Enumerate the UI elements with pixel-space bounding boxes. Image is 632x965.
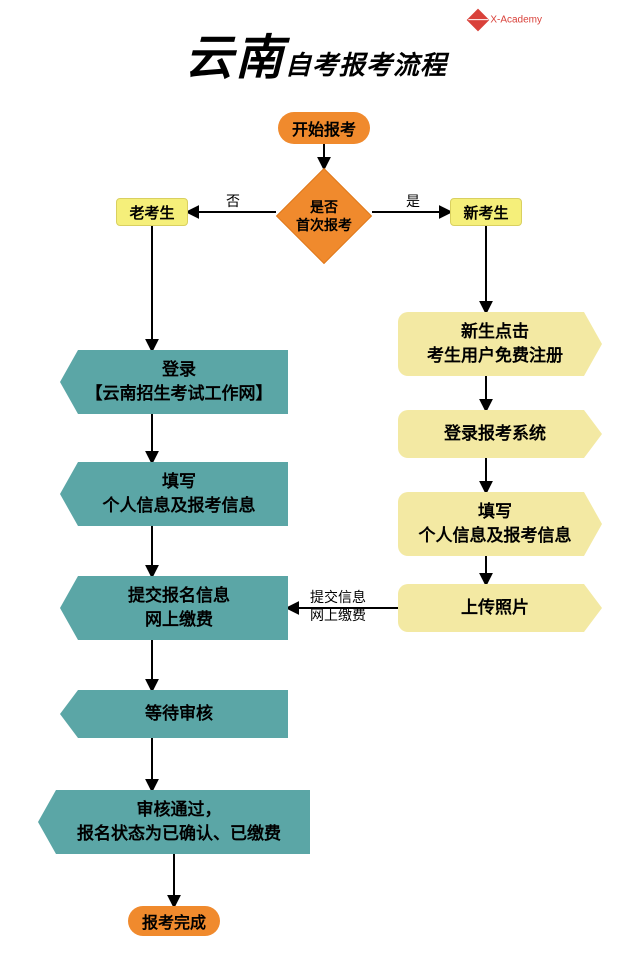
node-decision: 是否首次报考	[276, 168, 372, 264]
diamond-text: 是否首次报考	[296, 198, 352, 234]
node-right4: 上传照片	[398, 584, 602, 632]
edge-label-right4-left3: 提交信息网上缴费	[310, 588, 366, 624]
node-left2: 填写个人信息及报考信息	[60, 462, 288, 526]
node-right1: 新生点击考生用户免费注册	[398, 312, 602, 376]
node-left1: 登录【云南招生考试工作网】	[60, 350, 288, 414]
edge-label-decision-tag_new: 是	[406, 192, 420, 210]
node-left3: 提交报名信息网上缴费	[60, 576, 288, 640]
node-tag_old: 老考生	[116, 198, 188, 226]
title-big: 云南	[185, 32, 285, 85]
node-left5: 审核通过，报名状态为已确认、已缴费	[38, 790, 310, 854]
node-right2: 登录报考系统	[398, 410, 602, 458]
node-tag_new: 新考生	[450, 198, 522, 226]
logo-icon	[467, 9, 490, 32]
logo-text: X-Academy	[490, 15, 542, 26]
edge-label-decision-tag_old: 否	[226, 192, 240, 210]
logo: X-Academy	[470, 12, 542, 28]
title-small: 自考报考流程	[285, 50, 447, 80]
node-start: 开始报考	[278, 112, 370, 144]
node-left4: 等待审核	[60, 690, 288, 738]
node-right3: 填写个人信息及报考信息	[398, 492, 602, 556]
node-end: 报考完成	[128, 906, 220, 936]
page-title: 云南自考报考流程	[0, 18, 632, 88]
